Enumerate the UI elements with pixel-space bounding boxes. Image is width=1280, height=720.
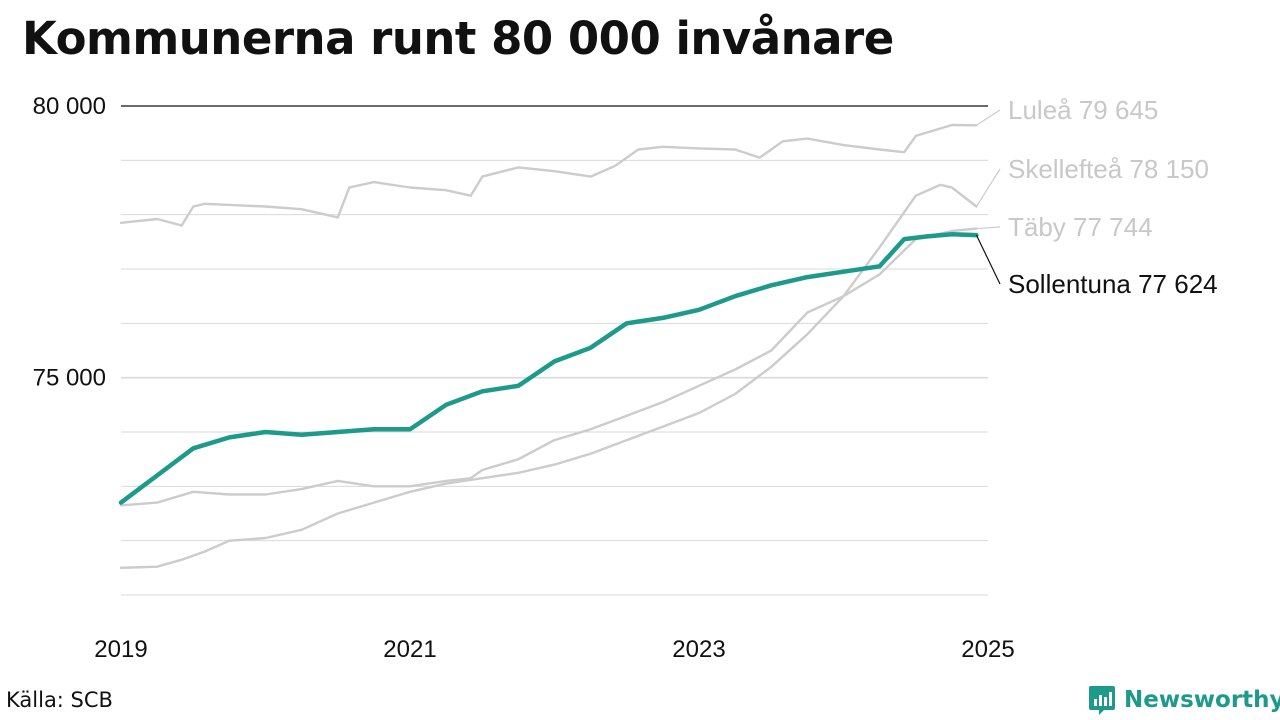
x-tick-label: 2025	[961, 636, 1014, 663]
series-line-skellefteå	[119, 183, 978, 569]
gridlines	[121, 105, 988, 596]
series-label-luleå: Luleå 79 645	[1008, 95, 1158, 125]
label-leader	[976, 226, 1001, 230]
label-leader	[976, 109, 1001, 126]
label-leader	[975, 234, 1001, 285]
brand-logo: Newsworthy	[1088, 684, 1280, 716]
chart-title: Kommunerna runt 80 000 invånare	[22, 12, 894, 65]
y-tick-label: 75 000	[33, 365, 106, 392]
label-leaders	[975, 109, 1001, 285]
source-note: Källa: SCB	[6, 688, 113, 712]
series-label-sollentuna: Sollentuna 77 624	[1008, 269, 1218, 299]
series-line-täby	[119, 227, 978, 507]
series-label-täby: Täby 77 744	[1008, 212, 1153, 242]
axis-labels: 75 000 80 000 2019 2021 2023 2025	[33, 93, 1015, 663]
series-line-sollentuna	[118, 231, 979, 505]
y-tick-label: 80 000	[33, 93, 106, 120]
series-line-luleå	[119, 123, 978, 227]
x-tick-label: 2019	[94, 636, 147, 663]
series-label-skellefteå: Skellefteå 78 150	[1008, 154, 1209, 184]
x-tick-label: 2023	[672, 636, 725, 663]
brand-name: Newsworthy	[1124, 687, 1280, 713]
series-lines	[118, 123, 979, 569]
x-tick-label: 2021	[383, 636, 436, 663]
newsworthy-logo-icon	[1089, 686, 1115, 715]
series-labels: Luleå 79 645 Skellefteå 78 150 Täby 77 744…	[1008, 95, 1218, 299]
label-leader	[975, 168, 1001, 207]
